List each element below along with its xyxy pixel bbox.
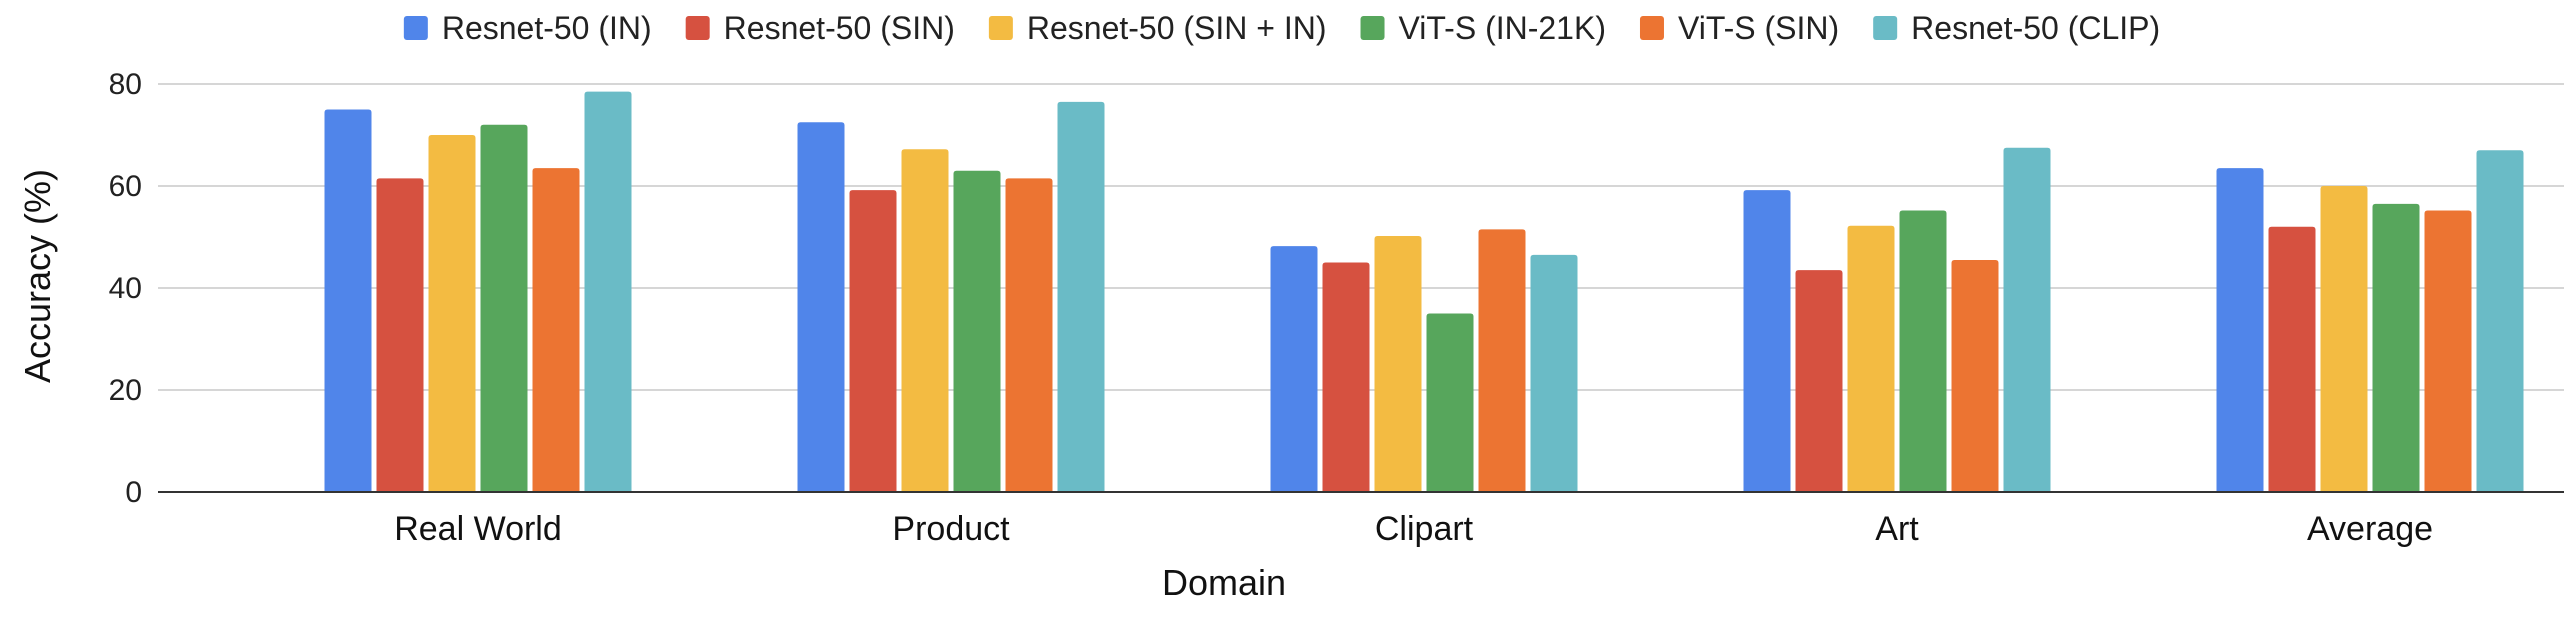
legend-item: Resnet-50 (IN) xyxy=(403,10,652,46)
legend-item: Resnet-50 (SIN + IN) xyxy=(988,10,1327,46)
bar xyxy=(1951,259,1999,492)
y-tick-label: 80 xyxy=(109,68,142,101)
legend-swatch xyxy=(1639,16,1664,40)
x-category-label: Product xyxy=(892,510,1010,548)
bar xyxy=(2372,203,2420,492)
legend-label: Resnet-50 (SIN) xyxy=(724,10,955,46)
x-category-label: Real World xyxy=(394,510,562,548)
bar xyxy=(584,91,632,493)
legend-label: ViT-S (IN-21K) xyxy=(1399,10,1606,46)
legend-item: ViT-S (SIN) xyxy=(1639,10,1839,46)
bar xyxy=(797,122,845,492)
bar xyxy=(1899,210,1947,493)
legend-item: Resnet-50 (CLIP) xyxy=(1873,10,2160,46)
bar xyxy=(2424,210,2472,493)
bar xyxy=(2476,150,2524,493)
legend-label: Resnet-50 (SIN + IN) xyxy=(1027,10,1327,46)
x-category-label: Art xyxy=(1875,510,1919,548)
bar xyxy=(901,149,949,492)
bar xyxy=(1847,225,1895,492)
y-tick-label: 0 xyxy=(125,476,142,509)
y-axis-ticks: 0 20 40 60 80 xyxy=(109,68,142,509)
bar xyxy=(1057,101,1105,492)
x-axis-category-labels: Real World Product Clipart Art Average xyxy=(394,510,2433,548)
legend-item: ViT-S (IN-21K) xyxy=(1360,10,1606,46)
legend-swatch xyxy=(1360,16,1385,40)
bar xyxy=(2216,168,2264,492)
bar xyxy=(1426,313,1474,492)
legend-swatch xyxy=(403,16,428,40)
bar xyxy=(1322,262,1370,492)
x-category-label: Clipart xyxy=(1375,510,1474,548)
legend-item: Resnet-50 (SIN) xyxy=(685,10,955,46)
x-category-label: Average xyxy=(2307,510,2433,548)
bar xyxy=(953,170,1001,492)
bar xyxy=(1270,246,1318,492)
bar xyxy=(428,135,476,492)
legend-label: Resnet-50 (IN) xyxy=(442,10,652,46)
bar xyxy=(2268,226,2316,493)
legend: Resnet-50 (IN) Resnet-50 (SIN) Resnet-50 (… xyxy=(403,10,2160,46)
y-tick-label: 40 xyxy=(109,272,142,305)
bar xyxy=(376,178,424,492)
bar xyxy=(1743,190,1791,492)
bar xyxy=(324,109,372,492)
legend-swatch xyxy=(1873,16,1898,40)
bar xyxy=(1005,178,1053,492)
x-axis-title: Domain xyxy=(1162,562,1286,603)
legend-label: Resnet-50 (CLIP) xyxy=(1911,10,2160,46)
bar xyxy=(532,168,580,492)
legend-swatch xyxy=(988,16,1013,40)
y-tick-label: 60 xyxy=(109,170,142,203)
y-axis-title: Accuracy (%) xyxy=(17,169,58,383)
bar xyxy=(480,124,528,493)
bar xyxy=(1795,270,1843,492)
bar xyxy=(1374,235,1422,493)
bar xyxy=(849,190,897,492)
bar xyxy=(2320,186,2368,492)
legend-swatch xyxy=(685,16,710,40)
bar xyxy=(1530,254,1578,492)
legend-label: ViT-S (SIN) xyxy=(1678,10,1839,46)
y-tick-label: 20 xyxy=(109,374,142,407)
bar xyxy=(1478,229,1526,492)
bars xyxy=(324,91,2524,493)
bar xyxy=(2003,147,2051,492)
